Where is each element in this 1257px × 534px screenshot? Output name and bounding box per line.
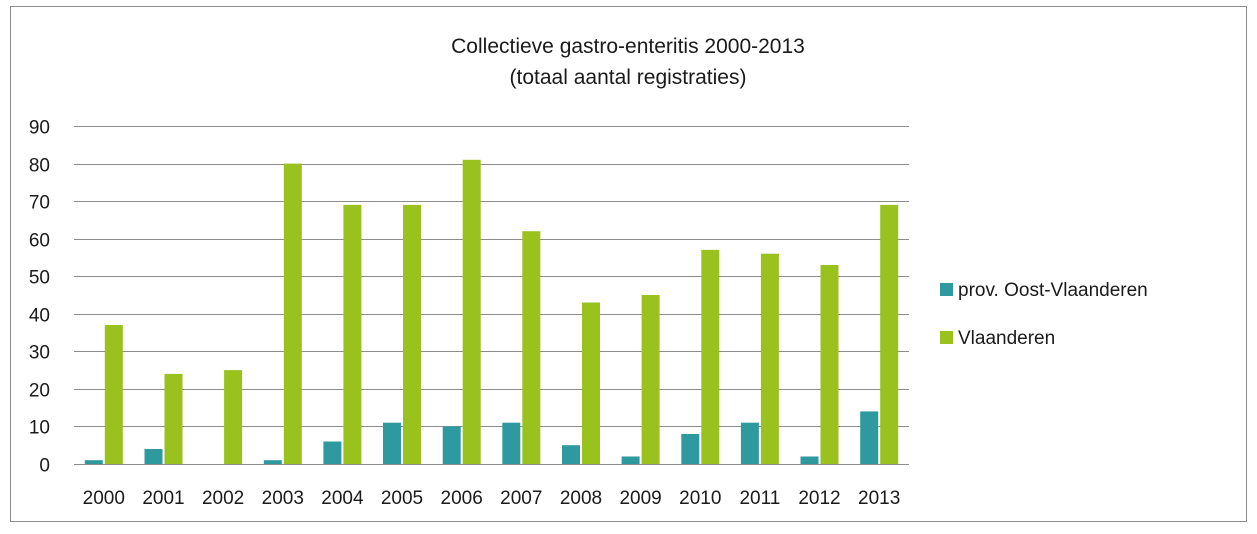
bar-series1-2004 <box>323 441 342 464</box>
legend-swatch-2 <box>940 331 953 344</box>
bar-series1-2003 <box>263 460 282 464</box>
bar-series1-2006 <box>442 426 461 464</box>
y-tick-label-90: 90 <box>29 118 50 139</box>
bars <box>84 159 899 465</box>
x-tick-label-2005: 2005 <box>381 488 423 509</box>
x-tick-label-2009: 2009 <box>619 488 661 509</box>
x-tick-label-2001: 2001 <box>142 488 184 509</box>
chart-subtitle: (totaal aantal registraties) <box>510 66 747 89</box>
x-tick-label-2012: 2012 <box>798 488 840 509</box>
legend-label-1: prov. Oost-Vlaanderen <box>958 280 1148 301</box>
bar-series1-2007 <box>502 422 521 464</box>
x-tick-label-2000: 2000 <box>83 488 125 509</box>
bar-series1-2001 <box>144 449 163 464</box>
y-tick-label-10: 10 <box>29 418 50 439</box>
bar-series2-2009 <box>641 295 660 464</box>
x-tick-label-2007: 2007 <box>500 488 542 509</box>
legend-swatch-1 <box>940 283 953 296</box>
y-axis-ticks: 0 10 20 30 40 50 60 70 80 90 <box>29 118 50 477</box>
bar-series2-2001 <box>164 373 183 464</box>
bar-series1-2010 <box>681 434 700 464</box>
bar-series2-2011 <box>760 253 779 464</box>
bar-series2-2008 <box>582 302 600 464</box>
bar-series1-2012 <box>800 456 819 464</box>
x-tick-label-2006: 2006 <box>441 488 483 509</box>
x-tick-label-2004: 2004 <box>321 488 364 509</box>
x-tick-label-2002: 2002 <box>202 488 244 509</box>
x-tick-label-2010: 2010 <box>679 488 721 509</box>
bar-series2-2002 <box>224 370 243 464</box>
x-tick-label-2008: 2008 <box>560 488 602 509</box>
bar-series1-2000 <box>84 460 103 464</box>
y-tick-label-70: 70 <box>29 193 50 214</box>
x-tick-label-2013: 2013 <box>858 488 900 509</box>
x-axis-ticks: 2000 2001 2002 2003 2004 2005 2006 2007 2008 2009… <box>83 488 901 509</box>
bar-series2-2013 <box>880 204 899 464</box>
bar-series2-2005 <box>403 204 421 464</box>
bar-series2-2006 <box>462 159 481 465</box>
bar-series2-2000 <box>104 325 123 464</box>
legend-label-2: Vlaanderen <box>958 328 1055 349</box>
bar-series2-2007 <box>522 231 541 464</box>
bar-series2-2003 <box>283 163 302 464</box>
legend: prov. Oost-Vlaanderen Vlaanderen <box>940 280 1148 349</box>
bar-series2-2010 <box>701 249 720 464</box>
y-tick-label-20: 20 <box>29 381 50 402</box>
bar-series1-2005 <box>383 422 401 464</box>
bar-series2-2004 <box>343 204 362 464</box>
bar-series2-2012 <box>820 265 839 464</box>
y-tick-label-50: 50 <box>29 268 50 289</box>
x-tick-label-2003: 2003 <box>262 488 304 509</box>
y-tick-label-30: 30 <box>29 343 50 364</box>
y-tick-label-0: 0 <box>39 456 50 477</box>
bar-series1-2008 <box>562 445 580 464</box>
bar-series1-2013 <box>860 411 879 464</box>
chart-border <box>10 6 1247 522</box>
y-tick-label-60: 60 <box>29 231 50 252</box>
y-tick-label-40: 40 <box>29 306 50 327</box>
chart-title: Collectieve gastro-enteritis 2000-2013 <box>451 35 805 58</box>
y-tick-label-80: 80 <box>29 156 50 177</box>
x-tick-label-2011: 2011 <box>739 488 780 509</box>
bar-series1-2011 <box>740 422 759 464</box>
bar-series1-2009 <box>621 456 640 464</box>
